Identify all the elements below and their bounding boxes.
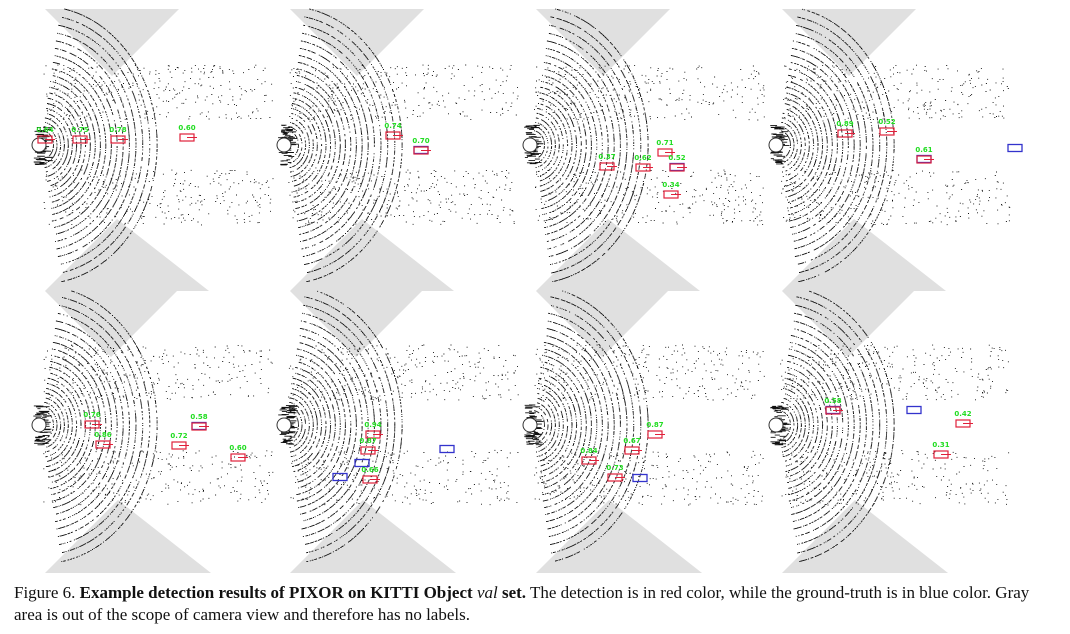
ground-truth-box bbox=[632, 473, 648, 483]
caption-label: Figure 6. bbox=[14, 583, 76, 602]
panel-bg bbox=[524, 9, 769, 291]
detection-score: 0.67 bbox=[623, 437, 640, 445]
ground-truth-box bbox=[439, 444, 455, 454]
ground-truth-box bbox=[332, 472, 348, 482]
caption-italic: val bbox=[476, 583, 498, 602]
detection-score: 0.94 bbox=[364, 421, 381, 429]
detection-score: 0.58 bbox=[190, 413, 207, 421]
detection-score: 0.66 bbox=[361, 466, 378, 474]
detection-score: 0.60 bbox=[178, 124, 195, 132]
out-of-view-area bbox=[782, 219, 946, 291]
detection-score: 0.60 bbox=[229, 444, 246, 452]
out-of-view-area bbox=[45, 291, 177, 357]
detection-score: 0.87 bbox=[359, 437, 376, 445]
detection-score: 0.78 bbox=[109, 126, 126, 134]
detection-score: 0.73 bbox=[606, 464, 623, 472]
out-of-view-area bbox=[290, 291, 422, 357]
ego-vehicle bbox=[31, 417, 47, 433]
detection-score: 0.64 bbox=[36, 126, 53, 134]
detection-score: 0.71 bbox=[656, 139, 673, 147]
lidar-points bbox=[770, 290, 1010, 562]
out-of-view-area bbox=[782, 291, 914, 357]
panel-bg bbox=[278, 9, 523, 291]
ego-vehicle bbox=[276, 137, 292, 153]
out-of-view-area bbox=[536, 291, 668, 357]
detection-score: 0.61 bbox=[915, 146, 932, 154]
out-of-view-area bbox=[45, 500, 211, 573]
out-of-view-area bbox=[782, 9, 916, 76]
out-of-view-area bbox=[536, 9, 670, 76]
detection-score: 0.37 bbox=[598, 153, 615, 161]
out-of-view-area bbox=[290, 9, 424, 76]
ego-vehicle bbox=[768, 417, 784, 433]
detection-score: 0.89 bbox=[836, 120, 853, 128]
detection-score: 0.52 bbox=[878, 118, 895, 126]
panel-bg bbox=[33, 291, 278, 573]
detection-score: 0.34 bbox=[662, 181, 679, 189]
out-of-view-area bbox=[536, 500, 702, 573]
detection-score: 0.75 bbox=[71, 126, 88, 134]
detection-score: 0.74 bbox=[384, 122, 401, 130]
lidar-points bbox=[524, 290, 765, 562]
detection-score: 0.70 bbox=[412, 137, 429, 145]
ego-vehicle bbox=[276, 417, 292, 433]
out-of-view-area bbox=[782, 500, 948, 573]
ego-vehicle bbox=[522, 417, 538, 433]
caption-bold-end: set. bbox=[501, 583, 527, 602]
lidar-points bbox=[524, 8, 765, 283]
detection-score: 0.87 bbox=[646, 421, 663, 429]
lidar-points bbox=[278, 8, 519, 283]
detection-score: 0.58 bbox=[824, 397, 841, 405]
detection-score: 0.52 bbox=[668, 154, 685, 162]
ego-vehicle bbox=[522, 137, 538, 153]
figure: 0.64 0.75 0.78 0.60 0.74 0.70 0.71 0.37 0.62 0.52… bbox=[31, 8, 1023, 573]
lidar-points bbox=[33, 290, 274, 563]
detection-score: 0.72 bbox=[170, 432, 187, 440]
panel-bg bbox=[524, 291, 769, 573]
detection-score: 0.86 bbox=[94, 431, 111, 439]
caption-text: The detection is in red color, while the… bbox=[14, 583, 1030, 624]
panel-bg bbox=[278, 291, 523, 573]
out-of-view-area bbox=[536, 219, 700, 291]
caption-bold: Example detection results of PIXOR on KI… bbox=[79, 583, 473, 602]
panel-bg bbox=[33, 9, 278, 291]
detection-score: 0.84 bbox=[580, 447, 597, 455]
panel-bg bbox=[770, 291, 1015, 573]
caption: Figure 6. Example detection results of P… bbox=[14, 582, 1054, 626]
ego-vehicle bbox=[768, 137, 784, 153]
detection-score: 0.76 bbox=[83, 411, 100, 419]
lidar-points bbox=[278, 290, 519, 563]
ego-vehicle bbox=[31, 137, 47, 153]
detection-score: 0.62 bbox=[634, 154, 651, 162]
out-of-view-area bbox=[290, 500, 456, 573]
detection-score: 0.31 bbox=[932, 441, 949, 449]
ground-truth-box bbox=[906, 405, 922, 415]
ground-truth-box bbox=[354, 458, 370, 468]
lidar-points bbox=[33, 8, 274, 283]
panel-bg bbox=[770, 9, 1015, 291]
lidar-points bbox=[770, 8, 1011, 283]
out-of-view-area bbox=[45, 9, 179, 76]
ground-truth-box bbox=[1007, 143, 1023, 153]
detection-score: 0.42 bbox=[954, 410, 971, 418]
